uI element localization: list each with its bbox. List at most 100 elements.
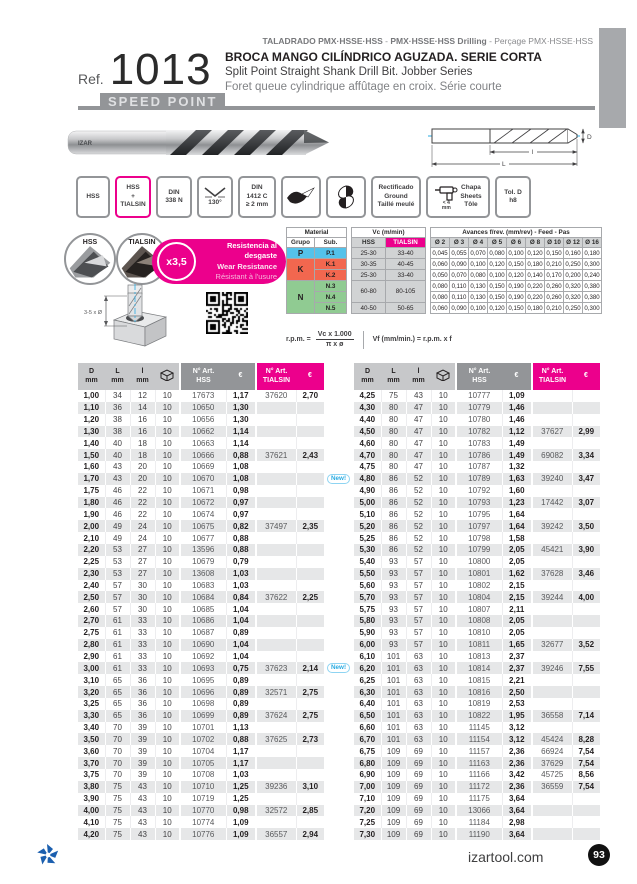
photo-brand-label: IZAR — [78, 141, 93, 147]
feed-cell: 0,180 — [582, 247, 602, 259]
cell: 10 — [155, 472, 181, 485]
cell: 36 — [130, 674, 156, 687]
cell — [255, 425, 297, 438]
cell: 2,25 — [296, 591, 324, 604]
badge-split-point — [281, 176, 321, 218]
cell: 10779 — [455, 401, 503, 414]
cell — [296, 722, 324, 734]
cell: 0,89 — [226, 674, 257, 687]
drill-machine-icon — [435, 185, 458, 201]
cell: 46 — [105, 508, 131, 521]
cell: 10 — [431, 780, 457, 793]
cell: 11163 — [455, 757, 503, 769]
cell: 1,25 — [226, 780, 257, 793]
cell: 57 — [105, 591, 131, 604]
size-row: 5,80 93 57 10 10808 2,05 — [354, 615, 600, 627]
cell — [255, 769, 297, 781]
cell: 1,46 — [502, 413, 533, 426]
size-row: 3,80 75 43 10 10710 1,25 39236 3,10 — [78, 780, 324, 793]
cell: 63 — [406, 674, 432, 687]
cell: 45725 — [531, 769, 573, 781]
cell: 3,70 — [78, 757, 106, 769]
material-group: N — [286, 280, 315, 314]
cell: 101 — [381, 662, 407, 675]
cell: 10 — [431, 555, 457, 568]
cell: 93 — [381, 555, 407, 568]
cell: 109 — [381, 828, 407, 841]
cell: 3,30 — [78, 709, 106, 722]
cell: 4,40 — [354, 413, 382, 426]
cell: 10663 — [179, 437, 227, 450]
website-link[interactable]: izartool.com — [468, 849, 544, 865]
size-row: 4,25 75 43 10 10777 1,09 — [354, 390, 600, 402]
cell: 2,43 — [296, 449, 324, 462]
cell: 10705 — [179, 757, 227, 769]
feed-cell: 0,150 — [487, 291, 507, 303]
cell: 10674 — [179, 508, 227, 521]
cell — [531, 721, 573, 734]
cell: 10 — [155, 769, 181, 781]
diagram-label-d: D — [587, 134, 592, 141]
cell: 6,00 — [354, 638, 382, 651]
cell: 3,10 — [78, 674, 106, 687]
cell — [531, 626, 573, 639]
cell: 6,30 — [354, 686, 382, 698]
cell: 39242 — [531, 520, 573, 533]
cell: 2,15 — [502, 579, 533, 592]
pack-qty-header — [155, 363, 180, 390]
cell: 10 — [155, 425, 181, 438]
cell: 24 — [130, 532, 156, 544]
cell — [255, 401, 297, 414]
cell: 10807 — [455, 603, 503, 616]
cell: 65 — [105, 709, 131, 722]
cell: 10683 — [179, 579, 227, 592]
cell: 0,84 — [226, 591, 257, 604]
cell: 10 — [431, 496, 457, 509]
cell: 10 — [431, 709, 457, 722]
cell: 70 — [105, 733, 131, 746]
cell — [296, 496, 324, 509]
cell: 11184 — [455, 816, 503, 829]
cell: 101 — [381, 721, 407, 734]
size-row: 6,90 109 69 10 11166 3,42 45725 8,56 — [354, 769, 600, 781]
cell: 3,20 — [78, 686, 106, 698]
feed-cell: 0,130 — [468, 291, 488, 303]
cell: 10802 — [455, 579, 503, 592]
cell — [572, 401, 600, 414]
cell: 52 — [406, 472, 432, 485]
cell: 93 — [381, 603, 407, 616]
cell — [296, 543, 324, 556]
cell: 6,70 — [354, 733, 382, 746]
feed-cell: 0,240 — [582, 269, 602, 281]
cell — [572, 828, 600, 841]
cell: 1,03 — [226, 567, 257, 580]
feed-cell: 0,080 — [430, 280, 450, 292]
cell: 10 — [155, 780, 181, 793]
cell: 1,10 — [78, 401, 106, 414]
size-row: 2,40 57 30 10 10683 1,03 — [78, 579, 324, 592]
cell: 10 — [431, 591, 457, 604]
cell: 20 — [130, 472, 156, 485]
cell: 7,54 — [572, 757, 600, 769]
point-angle-icon — [204, 187, 226, 198]
cell: 69 — [406, 769, 432, 781]
cell — [572, 580, 600, 592]
new-badge: New! — [327, 663, 351, 674]
cell: 10677 — [179, 532, 227, 544]
cell: 10 — [155, 449, 181, 462]
category-es: TALADRADO PMX·HSSE·HSS — [262, 36, 383, 46]
size-row: 1,50 40 18 10 10666 0,88 37621 2,43 — [78, 449, 324, 462]
cell: 2,20 — [78, 543, 106, 556]
cell: 86 — [381, 472, 407, 485]
cell: 49 — [105, 520, 131, 533]
cell: 10 — [155, 697, 181, 710]
cell: 11172 — [455, 780, 503, 793]
cell: 61 — [105, 650, 131, 663]
cell: 63 — [406, 709, 432, 722]
cell: 69082 — [531, 449, 573, 462]
feed-cell: 0,140 — [525, 269, 545, 281]
cell: 10 — [431, 816, 457, 829]
cell: 10 — [155, 615, 181, 627]
cell — [296, 401, 324, 414]
cell: 0,88 — [226, 532, 257, 544]
